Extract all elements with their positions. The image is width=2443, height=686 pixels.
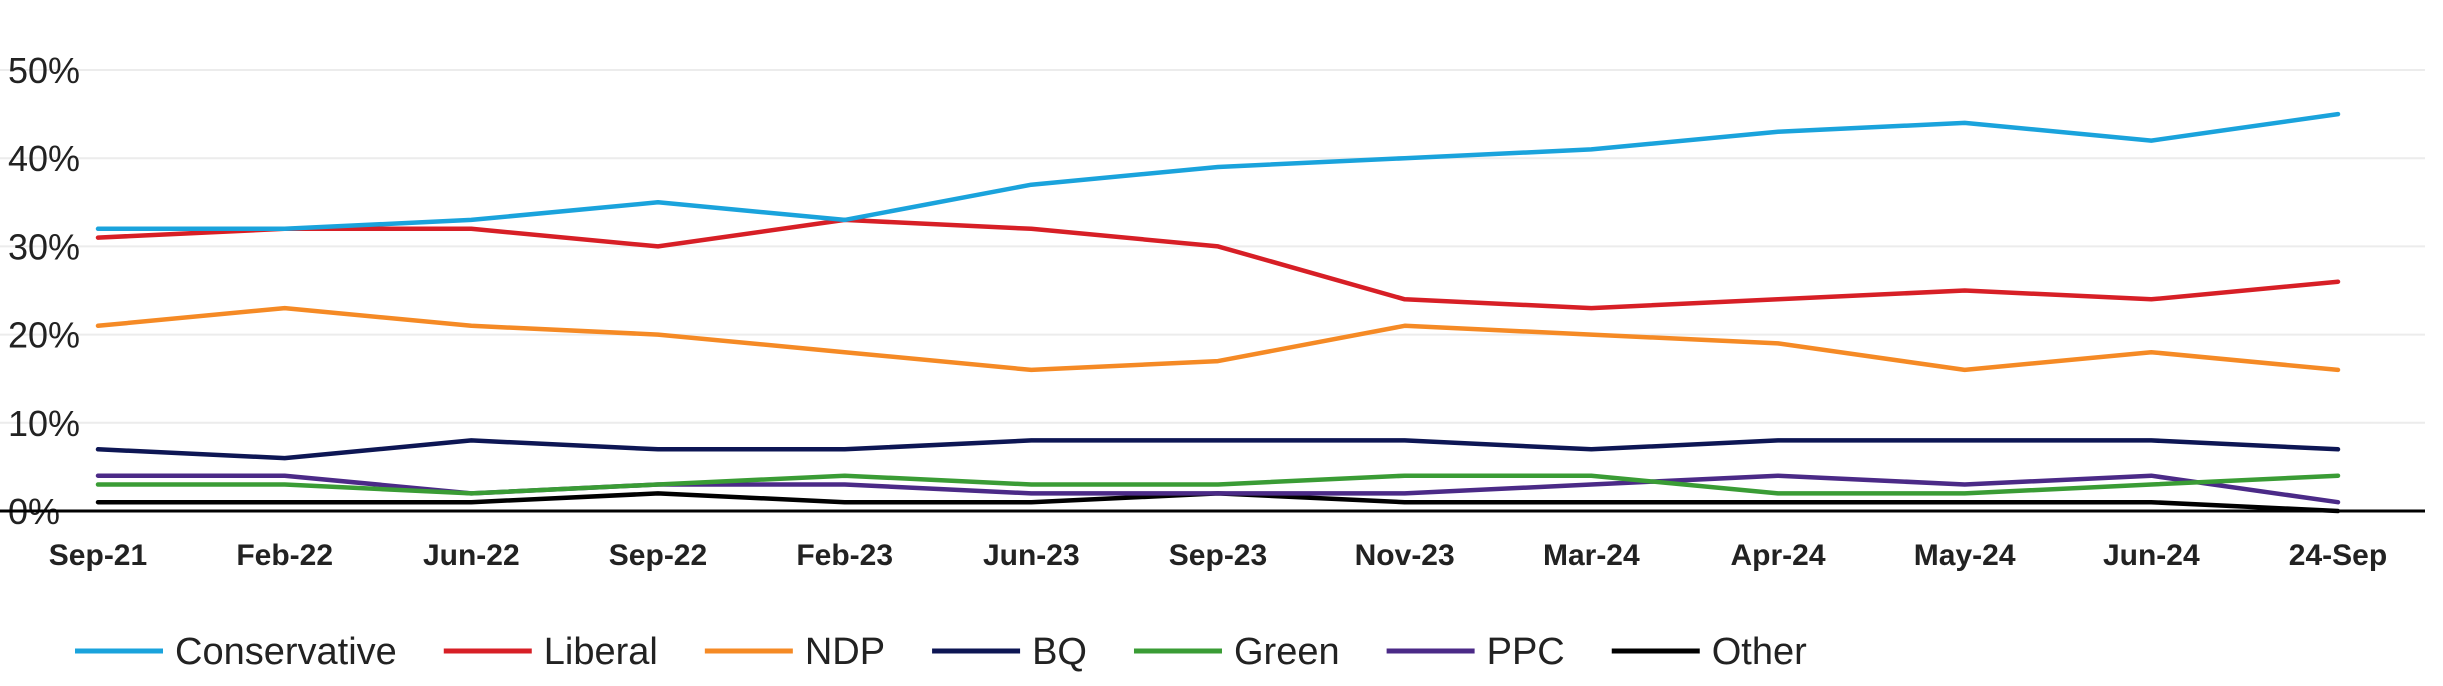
legend-item-conservative: Conservative [75,631,397,673]
y-tick-label: 40% [8,138,80,179]
legend-item-green: Green [1133,631,1340,673]
series-line-liberal [95,217,2341,311]
x-tick-label: Nov-23 [1355,539,1455,572]
x-tick-label: Mar-24 [1543,539,1640,572]
series-line-green [95,473,2341,496]
x-tick-label: Feb-22 [236,539,333,572]
x-tick-label: May-24 [1914,539,2016,572]
series-line-bq [95,438,2341,461]
legend-label: Liberal [544,631,658,673]
x-tick-label: Feb-23 [796,539,893,572]
series-line-conservative [95,111,2341,232]
x-tick-label: 24-Sep [2289,539,2387,572]
x-tick-label: Sep-22 [609,539,707,572]
y-tick-label: 50% [8,50,80,91]
series-lines [95,111,2341,514]
legend-label: BQ [1032,631,1087,673]
legend-label: PPC [1487,631,1565,673]
legend-label: Green [1234,631,1340,673]
legend-label: NDP [805,631,885,673]
legend-item-bq: BQ [932,631,1087,673]
x-axis-ticks: Sep-21 Feb-22 Jun-22 Sep-22 Feb-23 Jun-23 Sep-… [49,539,2387,572]
y-tick-label: 30% [8,226,80,267]
legend-item-ppc: PPC [1386,631,1565,673]
legend: Conservative Liberal NDP BQ Green PPC Other [75,631,1807,673]
x-tick-label: Jun-24 [2103,539,2200,572]
legend-item-other: Other [1611,631,1807,673]
x-tick-label: Jun-23 [983,539,1080,572]
x-tick-label: Sep-21 [49,539,147,572]
series-line-other [95,491,2341,514]
series-line-ndp [95,305,2341,373]
legend-item-liberal: Liberal [443,631,658,673]
x-tick-label: Jun-22 [423,539,520,572]
series-line-ppc [95,473,2341,505]
y-tick-label: 10% [8,403,80,444]
x-tick-label: Sep-23 [1169,539,1267,572]
y-tick-label: 20% [8,315,80,356]
x-tick-label: Apr-24 [1730,539,1825,572]
legend-label: Other [1712,631,1807,673]
legend-item-ndp: NDP [704,631,885,673]
legend-label: Conservative [175,631,397,673]
y-axis-ticks: 0%10%20%30%40%50% [8,50,80,532]
